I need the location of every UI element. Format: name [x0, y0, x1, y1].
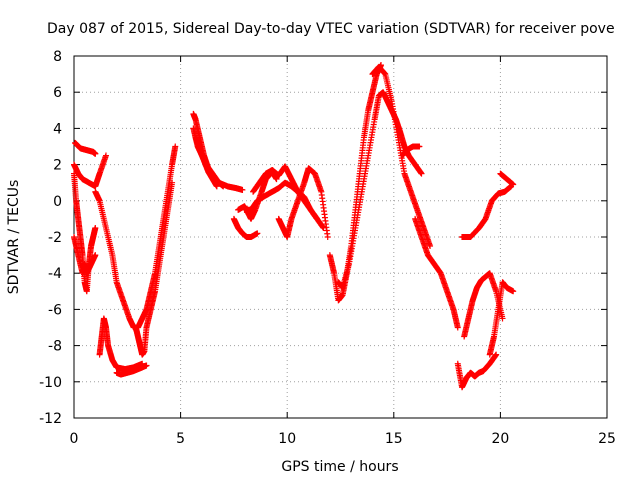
- x-tick-label: 0: [70, 431, 79, 447]
- y-tick-label: -10: [39, 375, 62, 391]
- data-point: [172, 143, 179, 150]
- y-tick-label: 4: [53, 121, 62, 137]
- y-tick-label: -8: [48, 339, 62, 355]
- data-point: [102, 152, 109, 159]
- data-point: [454, 324, 461, 331]
- x-tick-label: 15: [385, 431, 403, 447]
- y-axis-label: SDTVAR / TECUs: [6, 180, 22, 295]
- y-tick-label: 2: [53, 158, 62, 174]
- data-point: [92, 150, 99, 157]
- data-point: [92, 224, 99, 231]
- y-tick-label: -6: [48, 302, 62, 318]
- axes: 0 5 10 15 20 25 -12 -10 -8 -6 -4 -2 0 2 4 6 8: [39, 49, 616, 447]
- data-point: [416, 143, 423, 150]
- data-point: [418, 170, 425, 177]
- y-tick-label: -2: [48, 230, 62, 246]
- data-point: [169, 179, 176, 186]
- data-point: [220, 183, 227, 190]
- chart-title: Day 087 of 2015, Sidereal Day-to-day VTE…: [47, 21, 615, 37]
- data-point: [92, 252, 99, 259]
- data-point: [143, 362, 150, 369]
- data-point: [320, 224, 327, 231]
- x-tick-label: 25: [598, 431, 616, 447]
- data-marks: [71, 62, 517, 391]
- x-tick-label: 10: [278, 431, 296, 447]
- y-tick-label: 0: [53, 194, 62, 210]
- data-point: [493, 351, 500, 358]
- data-point: [427, 243, 434, 250]
- y-tick-label: 8: [53, 49, 62, 65]
- y-tick-label: -12: [39, 411, 62, 427]
- x-tick-label: 20: [491, 431, 509, 447]
- data-point: [510, 288, 517, 295]
- data-point: [239, 186, 246, 193]
- x-axis-label: GPS time / hours: [281, 459, 398, 475]
- data-point: [510, 181, 517, 188]
- data-point: [324, 234, 331, 240]
- x-tick-label: 5: [176, 431, 185, 447]
- data-point: [273, 176, 280, 183]
- y-tick-label: -4: [48, 266, 62, 282]
- y-tick-label: 6: [53, 85, 62, 101]
- data-point: [314, 215, 321, 222]
- data-point: [499, 315, 506, 322]
- data-point: [213, 183, 220, 190]
- data-point: [254, 230, 261, 237]
